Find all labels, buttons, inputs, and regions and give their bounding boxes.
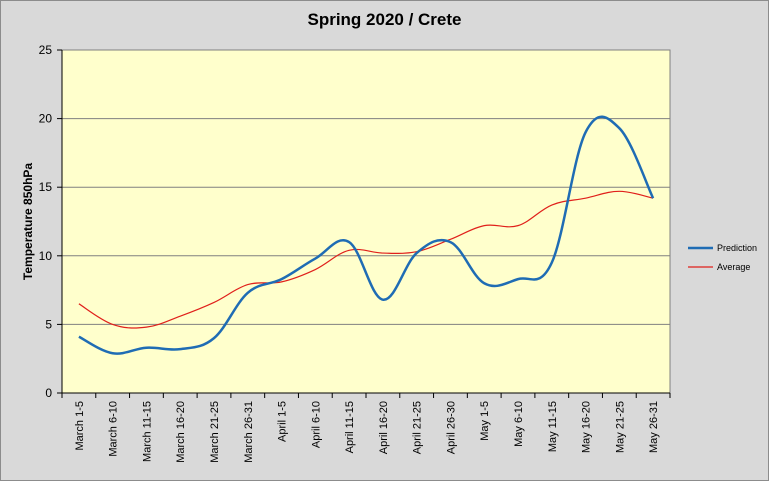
- x-tick-label: May 16-20: [581, 401, 593, 453]
- x-tick-label: March 16-20: [175, 401, 187, 463]
- chart-title: Spring 2020 / Crete: [307, 10, 462, 29]
- x-tick-label: April 21-25: [412, 401, 424, 454]
- x-tick-label: March 1-5: [74, 401, 86, 451]
- x-tick-label: May 6-10: [513, 401, 525, 447]
- legend-label-prediction: Prediction: [717, 243, 757, 253]
- x-tick-label: May 1-5: [479, 401, 491, 441]
- x-tick-label: May 11-15: [547, 401, 559, 452]
- x-tick-label: April 16-20: [378, 401, 390, 454]
- x-tick-label: March 11-15: [141, 401, 153, 462]
- x-tick-label: March 26-31: [243, 401, 255, 463]
- y-axis-label: Temperature 850hPa: [21, 163, 35, 280]
- x-tick-label: March 21-25: [209, 401, 221, 463]
- y-tick-label: 10: [39, 249, 53, 263]
- x-tick-label: April 26-30: [445, 401, 457, 454]
- y-tick-label: 20: [39, 112, 53, 126]
- series-line-prediction: [78, 115, 655, 355]
- legend-label-average: Average: [717, 262, 750, 272]
- plot-area: [61, 49, 671, 394]
- x-tick-label: May 26-31: [648, 401, 660, 453]
- y-tick-label: 5: [45, 317, 52, 331]
- x-tick-label: March 6-10: [108, 401, 120, 457]
- series-line-average: [78, 190, 654, 329]
- y-tick-label: 15: [39, 180, 53, 194]
- x-tick-label: April 1-5: [277, 401, 289, 442]
- x-tick-label: April 11-15: [344, 401, 356, 453]
- x-tick-label: April 6-10: [310, 401, 322, 448]
- y-tick-label: 25: [39, 43, 53, 57]
- y-tick-label: 0: [45, 386, 52, 400]
- x-tick-label: May 21-25: [614, 401, 626, 453]
